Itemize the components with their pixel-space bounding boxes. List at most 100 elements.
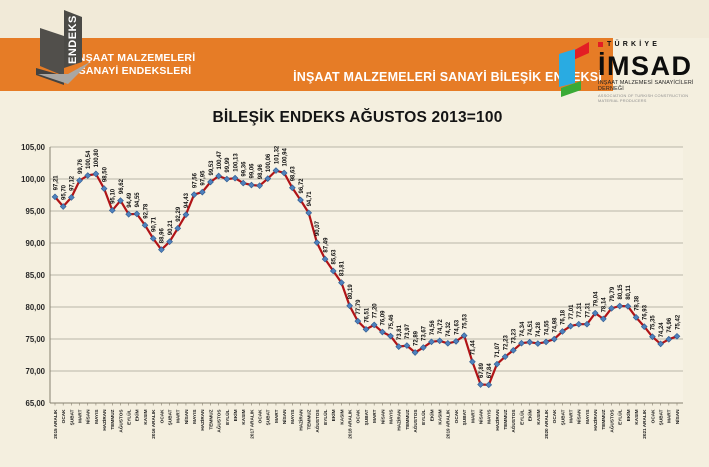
data-point-marker bbox=[239, 179, 247, 187]
data-point-label: 97,56 bbox=[192, 172, 198, 188]
imsad-text-block: TÜRKİYE İMSAD İNŞAAT MALZEMESİ SANAYİCİL… bbox=[598, 36, 706, 103]
data-point-marker bbox=[583, 320, 591, 328]
data-point-label: 74,51 bbox=[528, 320, 534, 336]
x-axis-tick-label: MAYIS bbox=[389, 410, 394, 424]
x-axis-tick-label: OCAK bbox=[454, 409, 459, 423]
data-point-marker bbox=[264, 175, 272, 182]
x-axis-tick-label: ŞUBAT bbox=[560, 409, 565, 425]
data-point-marker bbox=[215, 172, 223, 180]
x-axis-tick-label: OCAK bbox=[650, 409, 655, 423]
data-point-marker bbox=[338, 279, 345, 286]
y-axis-tick-label: 90,00 bbox=[25, 239, 45, 248]
data-point-marker bbox=[469, 358, 476, 366]
x-axis-tick-label: EKİM bbox=[232, 409, 238, 421]
data-point-label: 101,32 bbox=[274, 145, 280, 164]
x-axis-tick-label: AĞUSTOS bbox=[116, 410, 123, 433]
x-axis-tick-label: ŞUBAT bbox=[69, 409, 74, 425]
x-axis-tick-label: 2015 ARALIK bbox=[53, 409, 58, 439]
x-axis-tick-label: HAZİRAN bbox=[494, 409, 500, 431]
x-axis-tick-label: EYLÜL bbox=[224, 409, 230, 425]
x-axis-tick-label: HAZİRAN bbox=[297, 409, 303, 431]
data-point-label: 88,96 bbox=[160, 228, 166, 244]
data-point-marker bbox=[673, 332, 681, 340]
data-point-label: 97,21 bbox=[53, 175, 59, 191]
data-point-label: 73,67 bbox=[422, 325, 428, 341]
header-strip bbox=[0, 0, 709, 38]
data-point-label: 77,79 bbox=[356, 299, 362, 315]
data-point-marker bbox=[68, 194, 75, 201]
data-point-marker bbox=[158, 246, 165, 253]
x-axis-tick-label: EKİM bbox=[527, 409, 533, 421]
data-point-marker bbox=[207, 178, 214, 186]
x-axis-tick-label: MAYIS bbox=[290, 410, 295, 424]
x-axis-tick-label: OCAK bbox=[356, 409, 361, 423]
x-axis-tick-label: EYLÜL bbox=[617, 409, 623, 425]
x-axis-tick-label: ŞUBAT bbox=[266, 409, 271, 425]
data-point-label: 100,06 bbox=[266, 153, 272, 172]
x-axis-tick-label: NİSAN bbox=[183, 409, 189, 424]
x-axis-tick-label: EKİM bbox=[134, 409, 140, 421]
y-axis-tick-label: 80,00 bbox=[25, 303, 45, 312]
data-point-label: 74,34 bbox=[520, 321, 526, 337]
data-point-label: 87,49 bbox=[323, 237, 329, 253]
data-point-marker bbox=[493, 360, 501, 368]
data-point-label: 92,29 bbox=[176, 206, 182, 222]
data-point-marker bbox=[190, 191, 198, 198]
data-point-label: 75,53 bbox=[463, 313, 469, 329]
data-point-marker bbox=[280, 169, 288, 177]
endeks-logo-shape-base-light bbox=[38, 62, 90, 84]
band-title-left: İNŞAAT MALZEMELERİ SANAYİ ENDEKSLERİ bbox=[70, 52, 200, 77]
data-point-label: 77,01 bbox=[569, 304, 575, 320]
data-point-marker bbox=[362, 326, 370, 333]
data-point-marker bbox=[444, 340, 452, 347]
data-point-label: 75,42 bbox=[675, 314, 681, 330]
data-point-marker bbox=[518, 339, 525, 347]
data-point-marker bbox=[567, 322, 574, 330]
x-axis-tick-label: MART bbox=[176, 409, 181, 423]
data-point-label: 80,19 bbox=[348, 284, 354, 300]
imsad-subtitle-en: ASSOCIATION OF TURKISH CONSTRUCTION MATE… bbox=[598, 93, 689, 103]
data-point-label: 96,62 bbox=[119, 178, 125, 194]
data-point-label: 77,31 bbox=[577, 302, 583, 318]
data-point-label: 75,46 bbox=[389, 314, 395, 330]
x-axis-tick-label: MART bbox=[274, 409, 279, 423]
data-point-marker bbox=[649, 333, 656, 341]
x-axis-tick-label: EYLÜL bbox=[322, 409, 328, 425]
data-point-marker bbox=[657, 340, 664, 348]
data-point-marker bbox=[59, 203, 67, 210]
x-axis-tick-label: EKİM bbox=[428, 409, 434, 421]
imsad-country-label: TÜRKİYE bbox=[607, 41, 661, 49]
imsad-subtitle-tr: İNŞAAT MALZEMESİ SANAYİCİLERİ DERNEĞİ bbox=[598, 80, 694, 92]
data-point-label: 76,09 bbox=[381, 310, 387, 326]
band-title-line1: İNŞAAT MALZEMELERİ bbox=[74, 52, 196, 64]
data-point-marker bbox=[272, 167, 280, 174]
data-point-marker bbox=[321, 255, 329, 263]
data-point-marker bbox=[133, 210, 141, 218]
data-point-marker bbox=[436, 337, 443, 345]
x-axis-tick-label: ŞUBAT bbox=[659, 409, 664, 425]
x-axis-tick-label: 2020 ARALIK bbox=[544, 409, 549, 439]
x-axis-tick-label: EYLÜL bbox=[518, 409, 524, 425]
data-point-marker bbox=[411, 349, 419, 356]
x-axis-tick-label: KASIM bbox=[634, 409, 639, 424]
data-point-marker bbox=[419, 344, 427, 351]
data-point-marker bbox=[624, 302, 632, 310]
data-point-label: 76,18 bbox=[561, 309, 567, 325]
data-point-label: 99,53 bbox=[209, 160, 215, 176]
data-point-marker bbox=[84, 172, 92, 179]
data-point-marker bbox=[608, 305, 615, 312]
x-axis-tick-label: TEMMUZ bbox=[503, 409, 508, 429]
data-point-marker bbox=[51, 193, 59, 201]
data-point-marker bbox=[166, 238, 173, 245]
endeks-logo-shape-flag bbox=[64, 10, 82, 68]
x-axis-tick-label: TEMMUZ bbox=[405, 409, 410, 429]
endeks-logo-shape-left bbox=[40, 28, 64, 76]
x-axis-tick-label: EYLÜL bbox=[126, 409, 132, 425]
data-point-marker bbox=[297, 196, 304, 204]
data-point-marker bbox=[182, 211, 190, 218]
data-point-marker bbox=[542, 338, 550, 346]
data-point-label: 98,63 bbox=[291, 166, 297, 182]
data-point-label: 76,51 bbox=[364, 307, 370, 323]
data-point-label: 75,35 bbox=[651, 315, 657, 331]
